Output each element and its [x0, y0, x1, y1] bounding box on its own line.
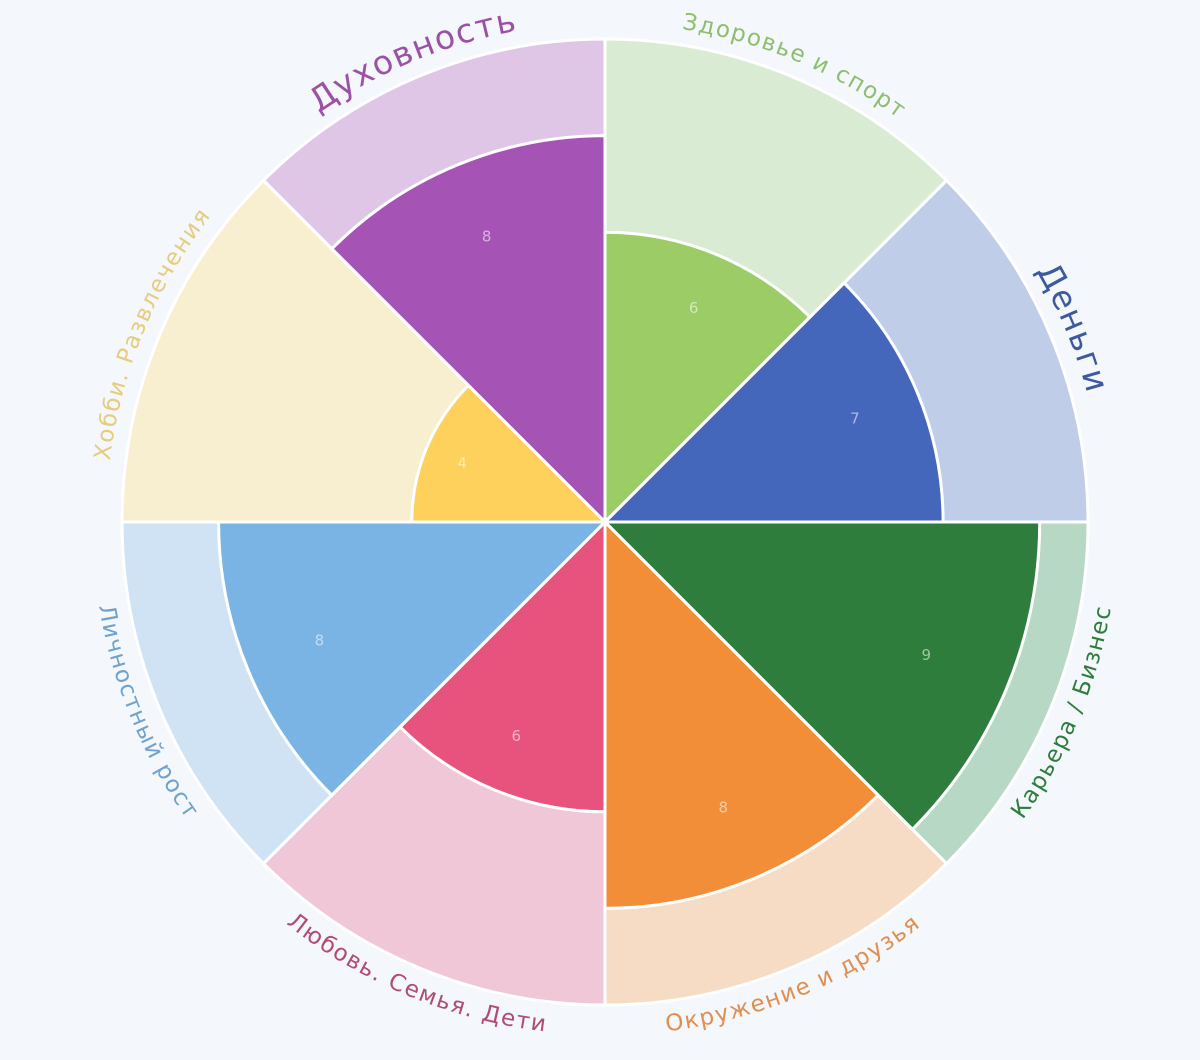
value-label-5: 8: [315, 631, 325, 649]
value-wedge-4: [397, 518, 607, 814]
value-label-4: 6: [512, 727, 522, 745]
divider-1: [603, 179, 948, 524]
value-wedge-7: [329, 134, 607, 526]
divider-7: [262, 179, 607, 524]
value-wedge-6: [410, 383, 609, 524]
value-wedge-0: [603, 230, 813, 526]
value-label-6: 4: [457, 454, 467, 472]
value-wedge-2: [601, 520, 1042, 832]
value-label-3: 8: [719, 799, 729, 817]
value-label-2: 9: [922, 646, 932, 664]
divider-5: [262, 520, 607, 865]
divider-3: [603, 520, 948, 865]
sector-dividers: [122, 39, 1088, 1005]
value-sectors: [217, 134, 1042, 910]
value-wedge-1: [601, 280, 945, 524]
value-label-1: 7: [850, 410, 860, 428]
value-wedge-3: [603, 518, 881, 910]
value-label-7: 8: [482, 227, 492, 245]
value-wedge-5: [217, 520, 609, 798]
value-label-0: 6: [689, 299, 699, 317]
